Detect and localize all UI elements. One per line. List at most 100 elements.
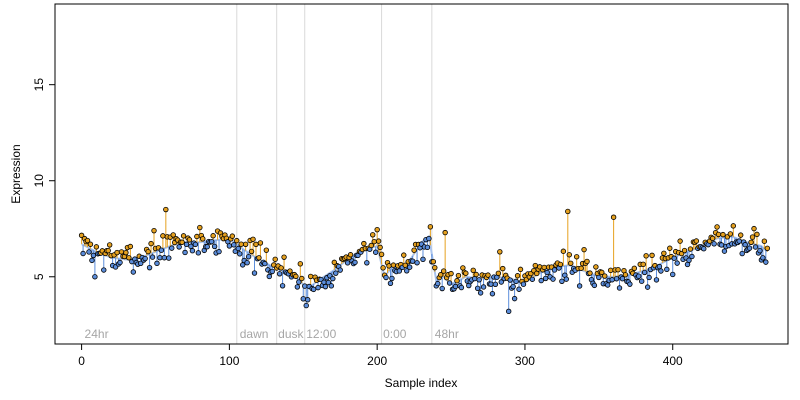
data-point bbox=[226, 243, 233, 249]
data-point bbox=[300, 296, 306, 302]
data-point bbox=[513, 278, 519, 285]
data-point bbox=[631, 265, 638, 272]
data-point bbox=[92, 274, 98, 280]
data-point bbox=[344, 260, 351, 266]
x-axis: 0 100 200 300 400 bbox=[78, 343, 683, 368]
plot-frame bbox=[54, 3, 789, 345]
data-point bbox=[256, 255, 262, 261]
data-point bbox=[605, 282, 611, 288]
data-point bbox=[448, 270, 454, 277]
data-point bbox=[615, 267, 621, 273]
data-point bbox=[248, 248, 255, 255]
data-point bbox=[559, 278, 565, 284]
data-point bbox=[146, 264, 153, 271]
data-point bbox=[269, 268, 275, 275]
data-point bbox=[426, 235, 432, 242]
data-point bbox=[446, 280, 453, 286]
data-point bbox=[197, 224, 203, 231]
data-point bbox=[715, 231, 722, 238]
data-point bbox=[474, 285, 481, 291]
data-point bbox=[551, 267, 558, 273]
data-point bbox=[347, 252, 354, 258]
data-point bbox=[406, 264, 413, 270]
data-point bbox=[86, 249, 92, 255]
data-point bbox=[105, 247, 111, 254]
data-point bbox=[711, 241, 717, 247]
data-point bbox=[310, 286, 317, 293]
data-point bbox=[229, 233, 236, 239]
y-tick-label: 5 bbox=[32, 273, 46, 280]
data-point bbox=[389, 275, 395, 282]
data-point bbox=[352, 259, 358, 266]
x-tick-label: 200 bbox=[367, 354, 387, 368]
data-point bbox=[276, 271, 283, 277]
data-point bbox=[458, 284, 465, 291]
data-point bbox=[455, 272, 462, 279]
data-point bbox=[149, 254, 156, 260]
x-tick-label: 300 bbox=[515, 354, 535, 368]
data-point bbox=[195, 250, 202, 256]
data-point bbox=[266, 273, 272, 280]
data-point bbox=[170, 232, 176, 238]
data-point bbox=[90, 252, 97, 259]
data-point bbox=[87, 241, 94, 247]
data-point bbox=[671, 255, 677, 261]
data-point bbox=[251, 270, 258, 276]
data-point bbox=[749, 234, 756, 240]
phase-label: 48hr bbox=[435, 327, 459, 341]
data-point bbox=[409, 258, 416, 264]
data-point bbox=[442, 229, 448, 236]
phase-dividers bbox=[236, 4, 433, 344]
data-point bbox=[495, 270, 502, 276]
data-point bbox=[401, 252, 407, 258]
data-point bbox=[661, 250, 667, 256]
data-point bbox=[607, 267, 614, 274]
data-point bbox=[738, 232, 744, 238]
data-point bbox=[516, 286, 522, 292]
data-point bbox=[538, 277, 544, 284]
data-point bbox=[370, 232, 376, 238]
data-point bbox=[646, 274, 652, 281]
data-point bbox=[752, 244, 759, 250]
data-point bbox=[239, 262, 246, 268]
data-point bbox=[460, 265, 466, 271]
data-point bbox=[653, 277, 660, 283]
data-point bbox=[208, 238, 215, 245]
data-point bbox=[693, 238, 700, 244]
data-point bbox=[610, 214, 617, 220]
data-point bbox=[420, 256, 426, 263]
data-point bbox=[636, 273, 642, 279]
data-point bbox=[424, 244, 431, 251]
data-point bbox=[383, 274, 389, 281]
data-point bbox=[602, 273, 608, 279]
data-point bbox=[176, 244, 182, 250]
data-point bbox=[315, 284, 321, 291]
data-point bbox=[106, 242, 113, 248]
data-point bbox=[130, 269, 137, 275]
data-point bbox=[500, 265, 506, 272]
data-point bbox=[154, 260, 160, 267]
phase-labels: 24hr dawn dusk 12:00 0:00 48hr bbox=[85, 327, 459, 341]
data-point bbox=[272, 256, 278, 262]
data-point bbox=[235, 245, 241, 252]
data-point bbox=[709, 235, 716, 242]
data-point bbox=[211, 243, 218, 250]
data-point bbox=[476, 277, 482, 283]
data-point bbox=[670, 271, 676, 278]
data-point bbox=[138, 260, 144, 267]
data-point bbox=[454, 278, 460, 284]
data-point bbox=[581, 246, 587, 253]
data-point bbox=[720, 231, 726, 238]
data-point bbox=[78, 232, 85, 239]
data-point bbox=[718, 242, 725, 248]
data-point bbox=[364, 260, 370, 266]
data-point bbox=[677, 238, 683, 244]
data-point bbox=[118, 249, 125, 255]
data-point bbox=[498, 279, 505, 285]
data-point bbox=[234, 237, 240, 244]
data-point bbox=[158, 247, 165, 253]
data-point bbox=[386, 263, 392, 269]
data-point bbox=[200, 236, 206, 242]
data-point bbox=[492, 281, 499, 287]
data-point bbox=[510, 283, 516, 290]
